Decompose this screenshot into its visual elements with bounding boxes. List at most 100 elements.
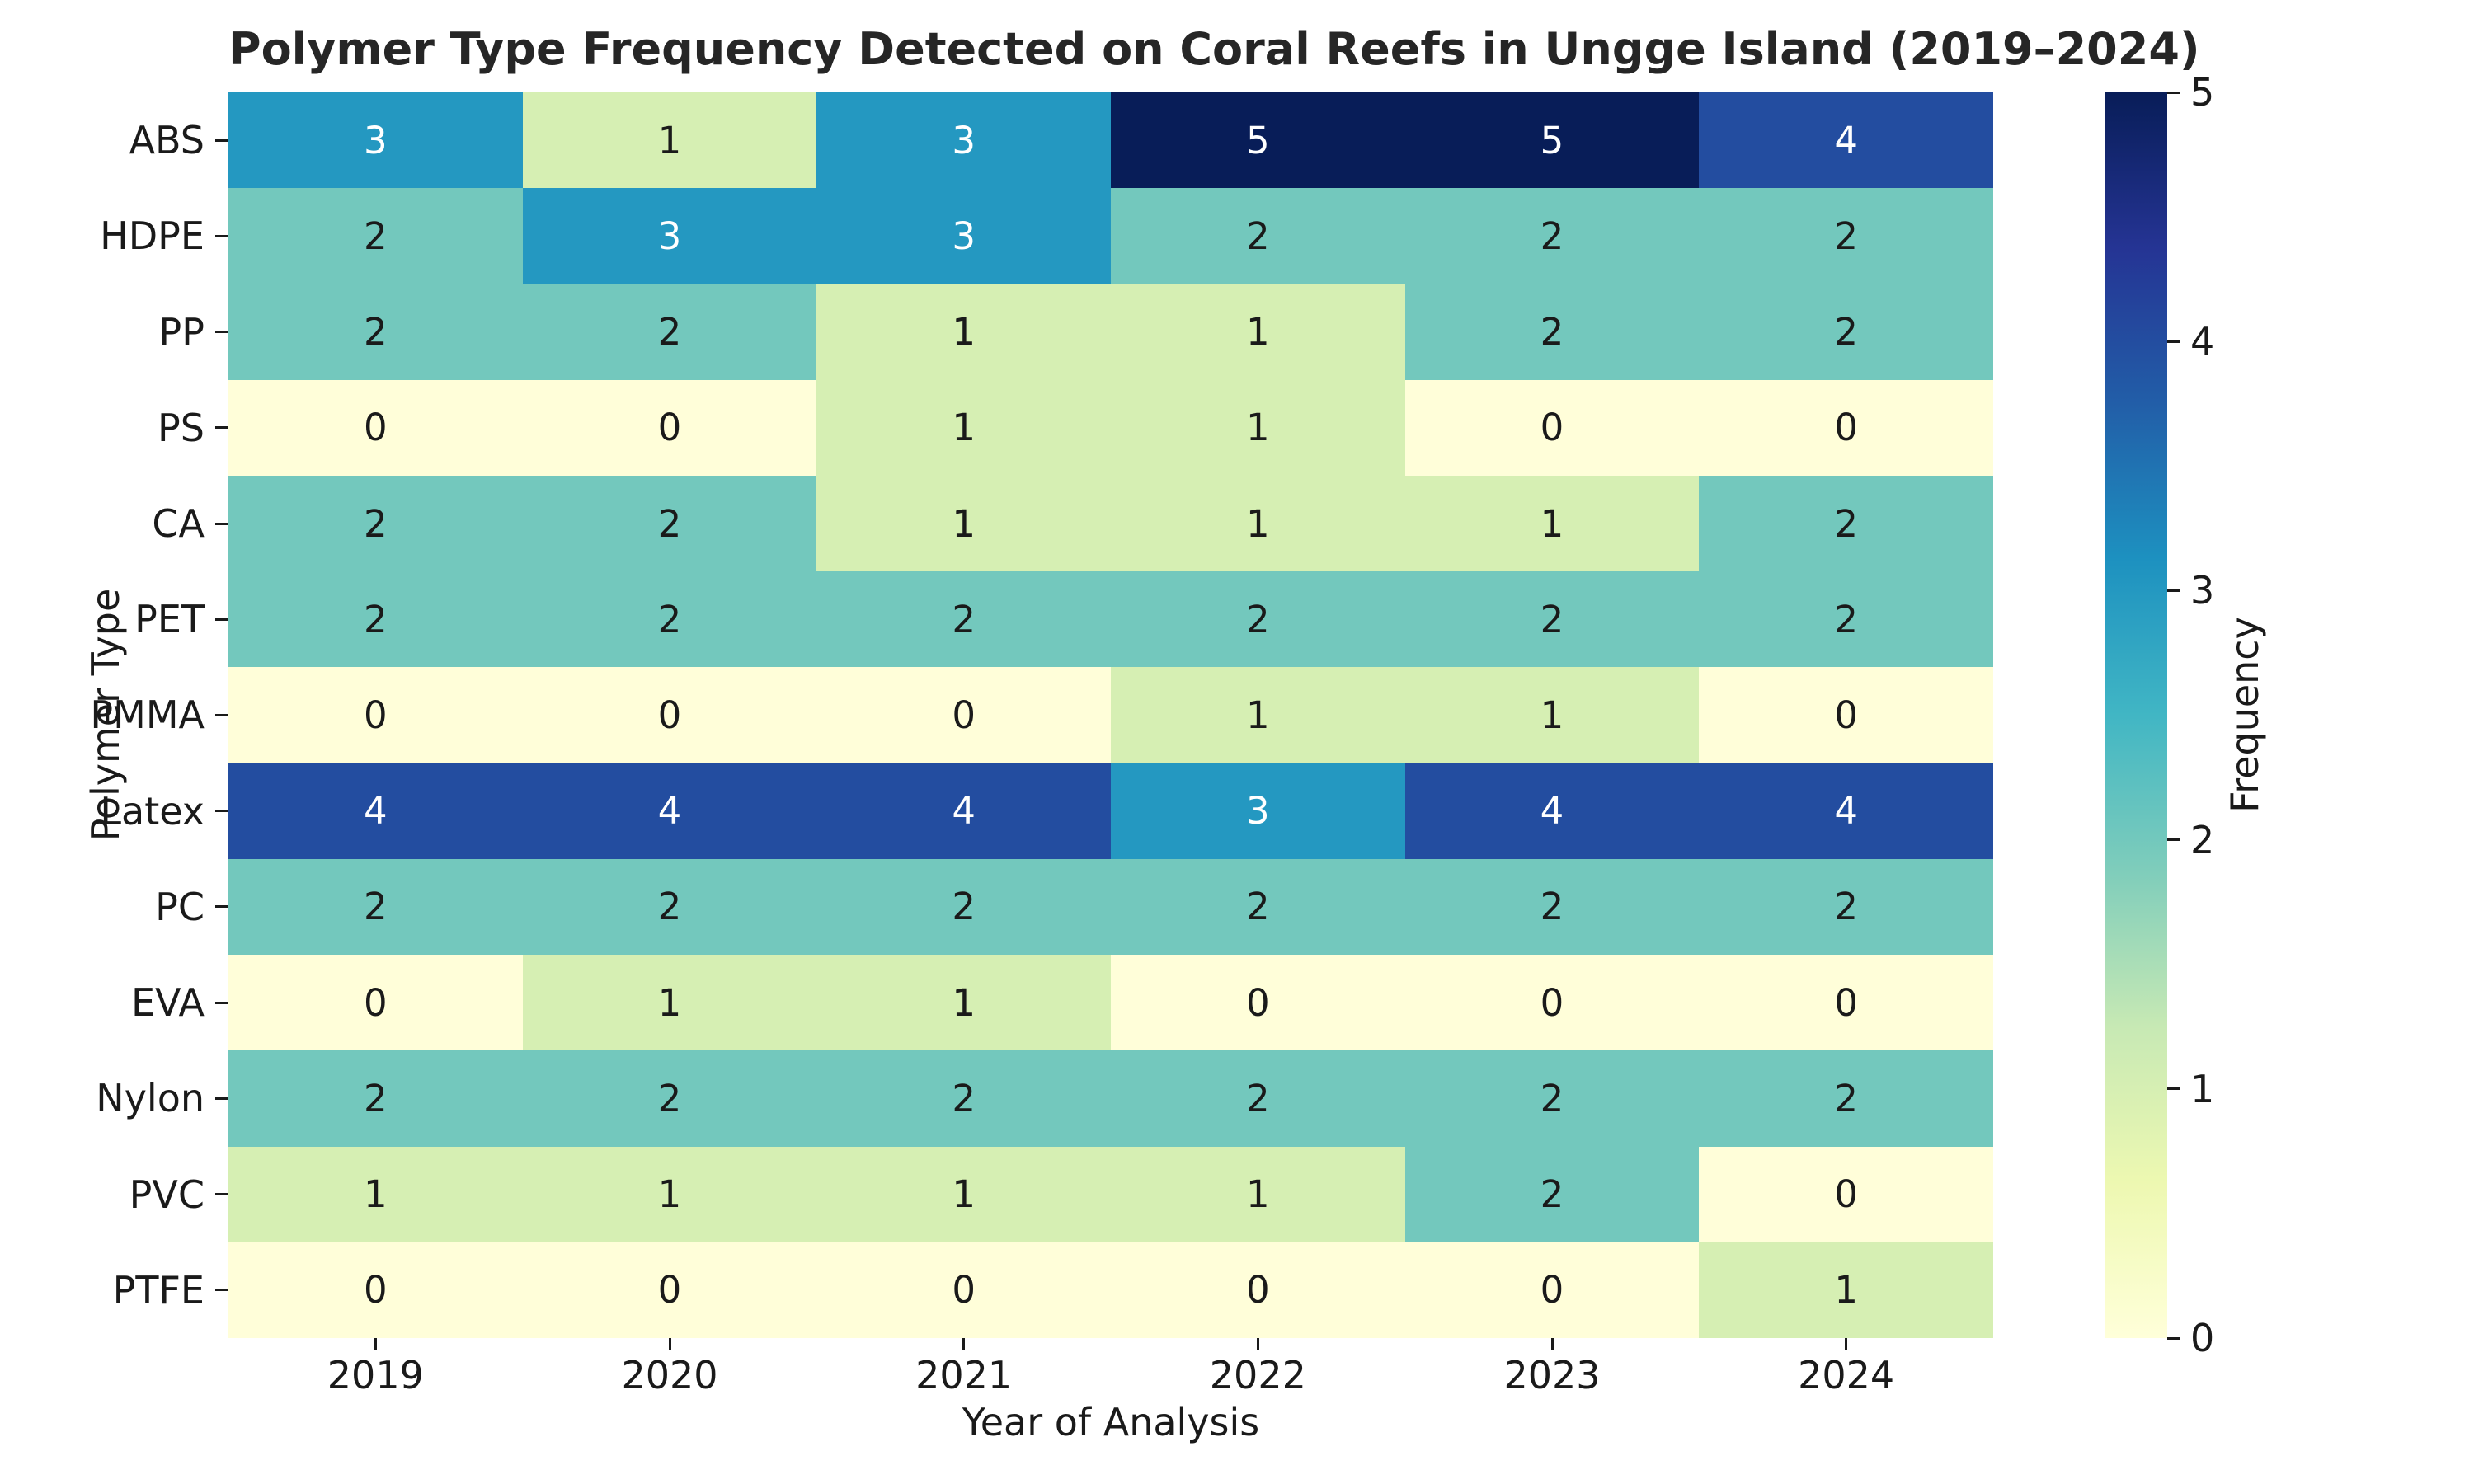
cell-value: 5 [1540,118,1564,162]
cell-value: 2 [1246,1076,1270,1120]
cell-value: 2 [1246,597,1270,641]
row-label: PET [134,597,205,642]
cell-value: 2 [657,885,682,929]
cell-value: 0 [364,406,388,450]
col-tick [668,1338,671,1350]
cell-value: 3 [364,118,388,162]
cell-value: 1 [952,310,976,355]
col-label: 2019 [327,1353,424,1397]
cell-value: 0 [657,1268,682,1313]
cell-value: 0 [657,406,682,450]
cell-value: 2 [1540,310,1564,355]
row-label: PVC [129,1172,205,1217]
heatmap-cell: 1 [522,955,817,1051]
cell-value: 2 [657,597,682,641]
heatmap-cell: 3 [816,188,1111,284]
colorbar-tick-label: 3 [2190,568,2215,613]
row-tick [215,905,228,909]
heatmap-cell: 2 [522,571,817,668]
cell-value: 1 [657,1172,682,1217]
col-tick [1550,1338,1554,1350]
heatmap-cell: 2 [816,858,1111,956]
heatmap-cell: 3 [522,188,817,284]
heatmap-cell: 5 [1110,92,1405,189]
heatmap-cell: 2 [522,284,817,380]
colorbar-tick [2167,838,2180,842]
heatmap-cell: 0 [228,667,523,763]
row-tick [215,234,228,237]
heatmap-cell: 2 [1699,284,1993,380]
cell-value: 2 [657,1076,682,1120]
heatmap-cell: 1 [1404,667,1700,763]
cell-value: 1 [364,1172,388,1217]
heatmap-cell: 1 [1110,1146,1405,1242]
row-tick [215,1289,228,1292]
cell-value: 0 [1540,1268,1564,1313]
heatmap-cell: 1 [816,284,1111,380]
row-label: PC [155,884,205,929]
heatmap-cell: 1 [1110,379,1405,476]
heatmap-cell: 2 [1110,1050,1405,1147]
col-label: 2024 [1798,1353,1895,1397]
row-label: CA [152,501,205,547]
heatmap-cell: 4 [522,763,817,859]
cell-value: 2 [1834,597,1858,641]
cell-value: 0 [1246,980,1270,1025]
cell-value: 4 [657,789,682,834]
heatmap-cell: 4 [1699,92,1993,189]
cell-value: 0 [1834,1172,1858,1217]
col-tick [962,1338,966,1350]
cell-value: 0 [364,693,388,737]
cell-value: 0 [364,980,388,1025]
cell-value: 3 [657,214,682,258]
row-tick [215,139,228,142]
heatmap-cell: 2 [228,475,523,572]
heatmap-cell: 2 [1404,284,1700,380]
row-tick [215,522,228,525]
heatmap-cell: 4 [816,763,1111,859]
cell-value: 2 [952,597,976,641]
cell-value: 4 [952,789,976,834]
cell-value: 2 [1540,885,1564,929]
heatmap-cell: 2 [522,858,817,956]
colorbar-tick [2167,91,2180,94]
cell-value: 2 [1834,214,1858,258]
colorbar-tick-label: 4 [2190,319,2215,364]
heatmap-cell: 2 [522,475,817,572]
cell-value: 0 [952,1268,976,1313]
row-tick [215,1097,228,1100]
cell-value: 1 [1834,1268,1858,1313]
cell-value: 4 [1834,789,1858,834]
heatmap-cell: 0 [1404,955,1700,1051]
heatmap-cell: 1 [522,1146,817,1242]
cell-value: 2 [1834,310,1858,355]
heatmap-cell: 2 [1110,571,1405,668]
cell-value: 2 [364,885,388,929]
cell-value: 0 [1540,406,1564,450]
colorbar-tick [2167,1336,2180,1340]
cell-value: 2 [364,501,388,546]
heatmap-cell: 3 [1110,763,1405,859]
heatmap-cell: 2 [1404,188,1700,284]
col-label: 2021 [915,1353,1013,1397]
cell-value: 3 [952,214,976,258]
heatmap-cell: 2 [816,571,1111,668]
cell-value: 2 [364,597,388,641]
cell-value: 3 [952,118,976,162]
heatmap-cell: 2 [1699,571,1993,668]
y-axis-label: Polymer Type [83,588,128,842]
col-tick [1256,1338,1259,1350]
heatmap-cell: 0 [1110,1242,1405,1338]
cell-value: 0 [657,693,682,737]
cell-value: 1 [1246,310,1270,355]
heatmap-cell: 1 [1110,667,1405,763]
cell-value: 2 [952,885,976,929]
heatmap-cell: 2 [228,858,523,956]
heatmap-cell: 2 [1404,1146,1700,1242]
heatmap-cell: 2 [228,1050,523,1147]
col-tick [374,1338,377,1350]
row-label: PMMA [90,693,205,738]
x-axis-label: Year of Analysis [962,1400,1260,1444]
cell-value: 3 [1246,789,1270,834]
